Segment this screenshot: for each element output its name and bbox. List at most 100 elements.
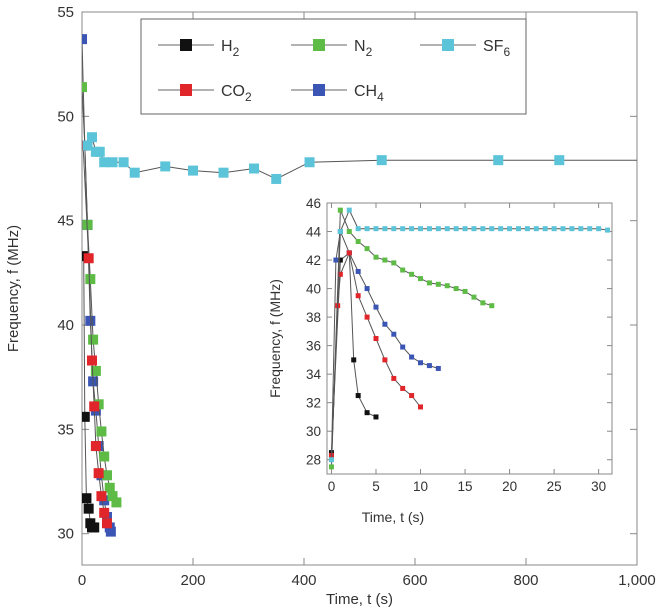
data-point-sf6 — [188, 165, 198, 176]
data-point-ch4 — [82, 34, 87, 45]
inset-data-point-sf6 — [524, 226, 530, 232]
inset-data-point-n2 — [480, 300, 486, 306]
inset-data-point-sf6 — [498, 226, 504, 232]
legend-entry-co2: CO2 — [158, 83, 252, 104]
inset-data-point-h2 — [355, 393, 361, 399]
legend-marker — [180, 84, 192, 96]
inset-data-point-sf6 — [409, 226, 415, 232]
inset-data-point-sf6 — [337, 229, 343, 235]
inset-y-tick-label: 38 — [306, 310, 321, 325]
inset-data-point-co2 — [382, 357, 388, 363]
inset-data-point-ch4 — [333, 257, 339, 263]
legend-label: CO2 — [221, 83, 252, 104]
data-point-co2 — [93, 468, 104, 479]
inset-data-point-ch4 — [418, 360, 424, 366]
inset-data-point-ch4 — [426, 363, 432, 369]
inset-data-point-co2 — [409, 393, 415, 399]
inset-y-tick-label: 42 — [306, 253, 321, 268]
main-y-tick-label: 40 — [57, 317, 74, 334]
main-y-tick-label: 50 — [57, 108, 74, 125]
inset-data-point-n2 — [364, 246, 370, 252]
data-point-co2 — [83, 253, 94, 264]
inset-data-point-n2 — [418, 276, 424, 282]
main-x-tick-label: 400 — [291, 572, 316, 589]
legend-label-main: N — [354, 38, 366, 55]
inset-data-point-sf6 — [435, 226, 441, 232]
main-x-tick-label: 1,000 — [618, 572, 656, 589]
inset-data-point-co2 — [400, 385, 406, 391]
main-y-axis-title: Frequency, f (MHz) — [5, 225, 22, 352]
inset-data-point-co2 — [373, 336, 379, 341]
inset-data-point-sf6 — [364, 226, 370, 232]
inset-data-point-n2 — [391, 260, 397, 266]
inset-series-co2 — [328, 250, 424, 458]
inset-data-point-sf6 — [453, 226, 459, 232]
inset-data-point-sf6 — [373, 226, 379, 232]
inset-x-tick-label: 0 — [328, 479, 336, 494]
data-point-co2 — [89, 401, 100, 412]
inset-data-point-h2 — [373, 414, 379, 420]
data-point-n2 — [107, 491, 118, 502]
inset-data-point-sf6 — [462, 226, 468, 232]
legend-label-sub: 2 — [233, 45, 240, 59]
inset-x-tick-label: 25 — [547, 479, 562, 494]
inset-data-point-n2 — [346, 229, 352, 235]
data-point-co2 — [96, 491, 107, 502]
inset-data-point-ch4 — [364, 286, 370, 292]
inset-data-point-co2 — [346, 250, 352, 256]
data-point-sf6 — [118, 157, 129, 168]
main-y-tick-label: 35 — [57, 421, 74, 438]
legend-label: CH4 — [354, 83, 384, 104]
inset-data-point-n2 — [489, 303, 495, 309]
inset-data-point-n2 — [409, 271, 415, 277]
legend-label-sub: 4 — [377, 90, 384, 104]
legend-label-main: H — [221, 38, 233, 55]
inset-y-axis-title: Frequency, f (MHz) — [267, 279, 283, 398]
data-point-co2 — [90, 441, 101, 452]
data-point-n2 — [101, 470, 112, 481]
inset-data-point-n2 — [400, 267, 406, 273]
inset-x-tick-label: 30 — [591, 479, 606, 494]
inset-y-tick-label: 34 — [306, 367, 322, 382]
inset-data-point-co2 — [418, 404, 424, 410]
inset-data-point-sf6 — [507, 226, 513, 232]
inset-data-point-h2 — [364, 410, 370, 416]
inset-data-point-sf6 — [551, 226, 557, 232]
data-point-sf6 — [271, 173, 282, 184]
inset-data-point-sf6 — [596, 226, 602, 232]
data-point-n2 — [85, 274, 96, 285]
inset-data-point-sf6 — [578, 226, 584, 232]
inset-x-tick-label: 10 — [413, 479, 428, 494]
legend-label-sub: 2 — [366, 45, 373, 59]
inset-x-tick-label: 15 — [458, 479, 473, 494]
inset-data-point-ch4 — [382, 321, 388, 327]
inset-data-point-co2 — [391, 375, 397, 381]
inset-series-line-ch4 — [331, 229, 439, 457]
data-point-sf6 — [129, 167, 140, 178]
inset-data-point-n2 — [426, 280, 432, 286]
inset-data-point-sf6 — [426, 226, 432, 232]
inset-x-axis-title: Time, t (s) — [362, 509, 424, 525]
inset-x-tick-label: 5 — [372, 479, 380, 494]
inset-data-point-sf6 — [382, 226, 388, 232]
data-point-sf6 — [218, 167, 229, 178]
legend-entry-ch4: CH4 — [291, 83, 384, 104]
inset-data-point-n2 — [382, 257, 388, 263]
inset-data-point-sf6 — [391, 226, 397, 232]
data-point-h2 — [89, 522, 100, 533]
legend-marker — [442, 39, 454, 51]
data-point-n2 — [88, 334, 99, 345]
main-y-tick-label: 30 — [57, 526, 74, 543]
inset-series-line-co2 — [331, 251, 421, 456]
legend-marker — [313, 84, 325, 96]
inset-y-tick-label: 32 — [306, 396, 321, 411]
data-point-n2 — [99, 451, 110, 462]
inset-data-point-ch4 — [409, 354, 415, 360]
inset-data-point-sf6 — [533, 226, 539, 232]
inset-series-line-sf6 — [331, 208, 608, 460]
data-point-sf6 — [554, 155, 565, 166]
inset-data-point-n2 — [462, 288, 468, 294]
main-plot-frame — [81, 11, 638, 566]
inset-data-point-n2 — [435, 281, 441, 287]
